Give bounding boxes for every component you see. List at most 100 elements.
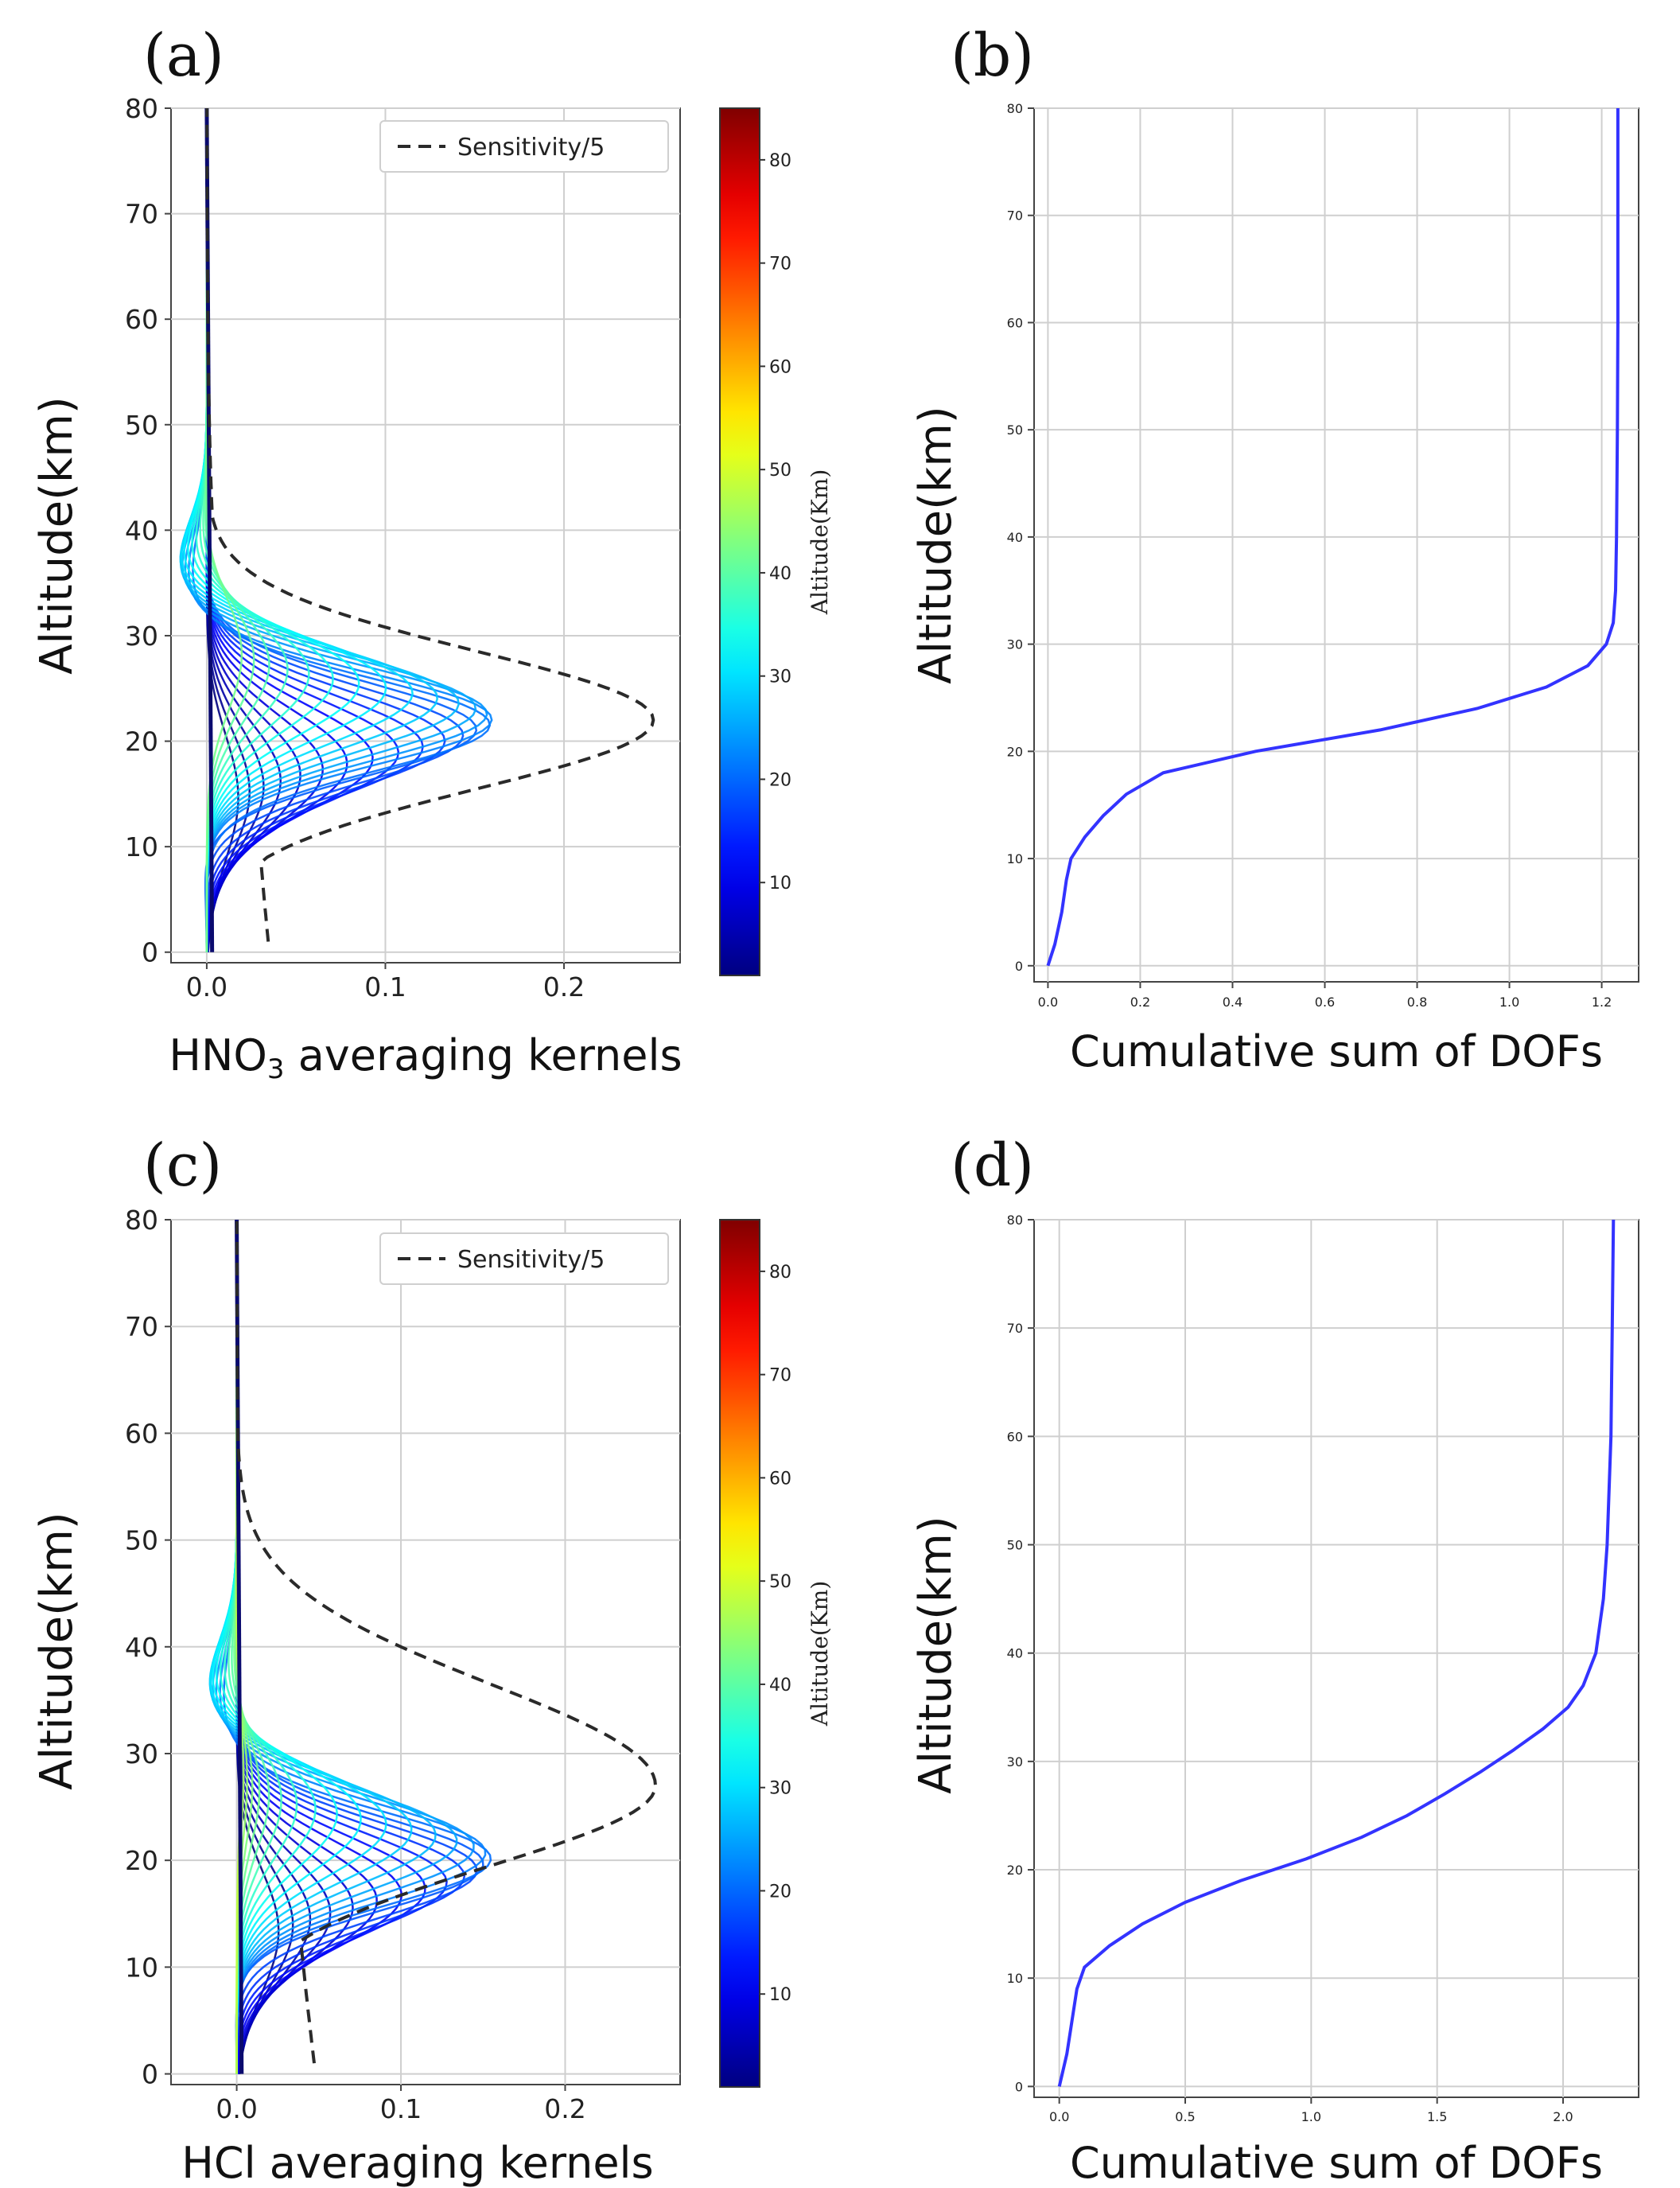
panel-c-ylabel: Altitude(km) [31, 1512, 83, 1790]
colorbar-tick-label: 20 [769, 770, 791, 790]
panel-d-label: (d) [951, 1131, 1034, 1200]
panel-a-xticks: 0.0 0.1 0.2 [186, 963, 585, 1003]
panel-b-frame [1033, 107, 1639, 983]
panel-a-xlabel: HNO3 averaging kernels [169, 1030, 682, 1085]
panel-a-legend: Sensitivity/5 [379, 120, 669, 173]
ytick-label: 40 [1007, 1646, 1023, 1661]
panel-a-sensitivity-line [205, 108, 655, 942]
ytick-label: 50 [125, 1525, 158, 1556]
ytick-label: 40 [125, 1632, 158, 1663]
ytick-label: 70 [125, 199, 158, 230]
ytick-label: 80 [125, 1205, 158, 1236]
ytick-label: 80 [1007, 1213, 1023, 1228]
colorbar-tick-label: 70 [769, 1366, 791, 1386]
panel-c: (c) 0 10 20 30 40 50 60 70 80 0.0 0.1 0.2 Sensitiv… [31, 1131, 833, 2188]
panel-b-yticks: 0 10 20 30 40 50 60 70 80 [1007, 101, 1034, 974]
xtick-label: 1.0 [1499, 995, 1519, 1010]
panel-d-grid [1034, 1219, 1639, 2097]
ytick-label: 70 [125, 1311, 158, 1342]
panel-d-xticks: 0.0 0.5 1.0 1.5 2.0 [1049, 2097, 1573, 2124]
panel-a-colorbar-bar [719, 107, 760, 976]
ytick-label: 0 [142, 937, 158, 968]
ytick-label: 20 [125, 1845, 158, 1876]
xtick-label: 0.1 [364, 971, 406, 1003]
panel-a-xlabel-main: HNO [169, 1030, 267, 1080]
ytick-label: 40 [125, 515, 158, 546]
panel-d: (d) 0 10 20 30 40 50 60 70 80 0.0 0.5 1.0 1.5 2.0 Al… [910, 1131, 1639, 2188]
ytick-label: 0 [142, 2059, 158, 2090]
panel-a-yticks: 0 10 20 30 40 50 60 70 80 [125, 93, 171, 968]
panel-b: (b) 0 10 20 30 40 50 60 70 80 0.0 0.2 0.4 0.6 0.8 1.0… [910, 21, 1639, 1076]
panel-a-xlabel-sub: 3 [267, 1053, 285, 1085]
xtick-label: 0.4 [1223, 995, 1242, 1010]
ytick-label: 70 [1007, 1321, 1023, 1336]
panel-c-colorbar-label: Altitude(Km) [807, 1581, 833, 1727]
xtick-label: 0.8 [1407, 995, 1427, 1010]
panel-c-kernels [208, 1219, 492, 2074]
ytick-label: 0 [1015, 959, 1023, 974]
panel-b-label: (b) [951, 21, 1034, 90]
xtick-label: 1.0 [1301, 2109, 1321, 2124]
xtick-label: 2.0 [1553, 2109, 1573, 2124]
panel-a: (a) 0 10 20 30 40 50 60 70 80 0.0 0.1 0.2 Sensitiv… [31, 21, 833, 1085]
colorbar-tick-label: 70 [769, 255, 791, 274]
panel-b-grid [1034, 107, 1639, 982]
ytick-label: 30 [1007, 1754, 1023, 1769]
ytick-label: 10 [1007, 1971, 1023, 1986]
colorbar-tick-label: 50 [769, 1572, 791, 1592]
colorbar-tick-label: 30 [769, 1779, 791, 1799]
ytick-label: 60 [125, 1418, 158, 1449]
colorbar-tick-label: 80 [769, 151, 791, 171]
panel-c-grid [171, 1219, 680, 2085]
panel-a-kernels [179, 107, 493, 952]
panel-c-legend-label: Sensitivity/5 [457, 1246, 605, 1274]
colorbar-tick-label: 40 [769, 1676, 791, 1696]
colorbar-tick-label: 40 [769, 564, 791, 584]
panel-b-xticks: 0.0 0.2 0.4 0.6 0.8 1.0 1.2 [1038, 982, 1612, 1010]
colorbar-tick-label: 10 [769, 1985, 791, 2005]
panel-a-legend-label: Sensitivity/5 [457, 134, 605, 162]
xtick-label: 0.2 [1130, 995, 1150, 1010]
panel-c-label: (c) [143, 1131, 222, 1200]
xtick-label: 1.5 [1427, 2109, 1447, 2124]
xtick-label: 0.0 [216, 2093, 257, 2124]
panel-d-yticks: 0 10 20 30 40 50 60 70 80 [1007, 1213, 1034, 2094]
xtick-label: 0.0 [1038, 995, 1058, 1010]
ytick-label: 40 [1007, 530, 1023, 545]
panel-a-legend-box [379, 120, 669, 173]
ytick-label: 60 [125, 304, 158, 335]
colorbar-tick-label: 10 [769, 874, 791, 893]
ytick-label: 10 [125, 1952, 158, 1983]
panel-c-xlabel: HCl averaging kernels [181, 2138, 653, 2188]
ytick-label: 30 [125, 1738, 158, 1769]
panel-a-xlabel-suffix: averaging kernels [285, 1030, 682, 1080]
ytick-label: 50 [1007, 1538, 1023, 1553]
colorbar-tick-label: 60 [769, 357, 791, 377]
panel-b-xlabel: Cumulative sum of DOFs [1070, 1026, 1603, 1076]
colorbar-tick-label: 50 [769, 461, 791, 481]
panel-b-dofs-line [1046, 108, 1620, 967]
xtick-label: 0.1 [380, 2093, 422, 2124]
ytick-label: 30 [125, 621, 158, 652]
ytick-label: 0 [1015, 2079, 1023, 2094]
xtick-label: 0.2 [543, 971, 585, 1003]
ytick-label: 50 [125, 410, 158, 441]
panel-c-legend: Sensitivity/5 [379, 1232, 669, 1285]
ytick-label: 50 [1007, 422, 1023, 438]
kernel-core-line [204, 107, 215, 952]
ytick-label: 20 [1007, 1863, 1023, 1878]
colorbar-tick-label: 60 [769, 1469, 791, 1489]
ytick-label: 20 [1007, 744, 1023, 759]
panel-a-label: (a) [143, 21, 224, 90]
colorbar-tick-label: 20 [769, 1882, 791, 1902]
panel-a-colorbar-label: Altitude(Km) [807, 469, 833, 615]
ytick-label: 30 [1007, 637, 1023, 652]
panel-d-ylabel: Altitude(km) [910, 1516, 962, 1794]
colorbar-tick-label: 30 [769, 668, 791, 687]
xtick-label: 0.2 [544, 2093, 585, 2124]
panel-d-xlabel: Cumulative sum of DOFs [1070, 2138, 1603, 2188]
ytick-label: 20 [125, 726, 158, 757]
xtick-label: 0.6 [1315, 995, 1335, 1010]
kernel-core-line [235, 1219, 244, 2074]
